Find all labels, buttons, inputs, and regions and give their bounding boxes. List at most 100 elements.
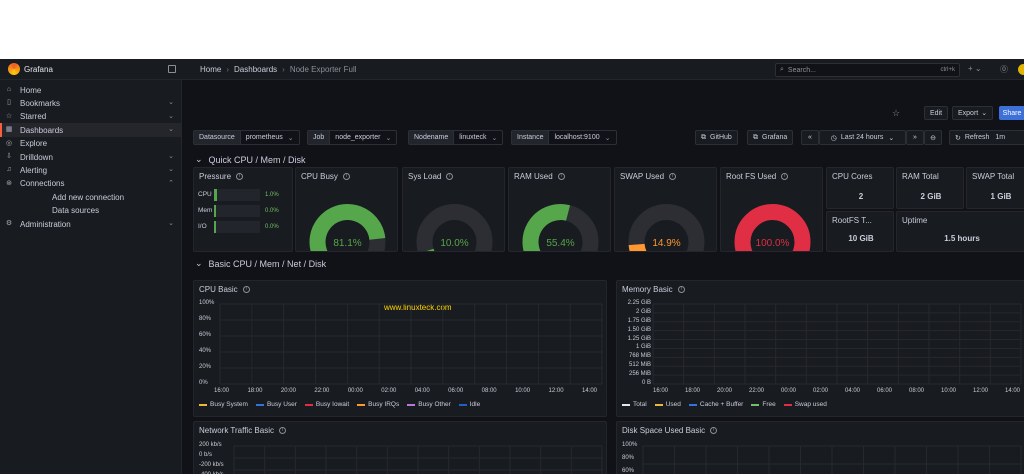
dock-menu-icon[interactable] [168,65,176,73]
plus-icon[interactable]: + ⌄ [968,64,982,73]
legend-label: Idle [469,401,481,408]
sidebar-item-data-sources[interactable]: Data sources [0,204,182,218]
pressure-row: Mem 0.0% [198,204,290,217]
time-forward-button[interactable]: » [906,130,924,145]
grafana-link[interactable]: ⧉ Grafana [747,130,794,145]
avatar[interactable] [1018,64,1024,75]
connections-icon: ⊛ [6,179,12,187]
info-icon[interactable]: i [446,173,454,180]
sidebar-item-drilldown[interactable]: ⇩ Drilldown ⌄ [0,150,182,164]
panel-title-text: CPU Basic [199,285,238,294]
dashboard-icon: ▦ [5,126,13,134]
x-tick-label: 02:00 [813,388,829,394]
legend-swatch [357,403,366,406]
panel-ram-total[interactable]: RAM Total 2 GiB [896,167,964,209]
stat-value: 1 GiB [990,192,1012,201]
time-back-button[interactable]: « [801,130,819,145]
legend-item[interactable]: Busy Iowait [304,401,349,408]
sidebar-item-explore[interactable]: ◎ Explore [0,137,182,151]
legend-item[interactable]: Swap used [783,401,827,408]
y-tick-label: 0 b/s [199,452,213,458]
panel-cpu-cores[interactable]: CPU Cores 2 [826,167,894,209]
sidebar-item-connections[interactable]: ⊛ Connections ⌃ [0,177,182,191]
y-tick-label: 1.50 GiB [627,326,651,333]
search-shortcut: ctrl+k [940,67,955,73]
var-nodename[interactable]: Nodename linuxteck ⌄ [408,130,504,145]
panel-gauge-ram-used[interactable]: RAM Used i 55.4% [508,167,611,252]
row-basic[interactable]: ⌄ Basic CPU / Mem / Net / Disk [195,258,326,269]
legend-item[interactable]: Busy User [255,401,297,408]
info-icon[interactable]: i [342,173,350,180]
panel-network-basic[interactable]: Network Traffic Basic i 200 kb/s 0 b/s -200… [193,421,607,474]
sidebar-item-dashboards[interactable]: ▦ Dashboards ⌄ [0,123,182,138]
panel-gauge-cpu-busy[interactable]: CPU Busy i 81.1% [295,167,398,252]
var-datasource[interactable]: Datasource prometheus ⌄ [193,130,300,145]
panel-title-text: RAM Used [514,172,553,181]
legend-item[interactable]: Cache + Buffer [688,401,743,408]
sidebar-item-add-new-connection[interactable]: Add new connection [0,190,182,204]
chevron-up-icon: ⌃ [168,179,174,187]
chevron-down-icon: ⌄ [888,134,895,142]
sidebar-item-home[interactable]: ⌂ Home [0,83,182,97]
star-icon[interactable]: ☆ [892,108,901,118]
panel-disk-basic[interactable]: Disk Space Used Basic i 100% 80% 60% [616,421,1024,474]
panel-title: Memory Basic i [622,285,685,294]
panel-cpu-basic[interactable]: CPU Basic i www.linuxteck.com 100% 80% 60% 4… [193,280,607,417]
legend-item[interactable]: Idle [458,401,481,408]
zoom-out-button[interactable]: ⊖ [924,130,942,145]
memory-basic-legend: Total Used Cache + Buffer Free Swap used [622,401,827,408]
var-value: localhost:9100 [554,134,600,141]
legend-label: Busy IRQs [368,401,400,408]
info-icon[interactable]: i [781,173,789,180]
edit-button[interactable]: Edit [924,106,949,120]
github-link[interactable]: ⧉ GitHub [695,130,738,145]
info-icon[interactable]: i [557,173,565,180]
sidebar-item-starred[interactable]: ☆ Starred ⌄ [0,110,182,124]
stat-value: 1.5 hours [944,234,980,243]
legend-item[interactable]: Free [751,401,776,408]
sidebar-item-bookmarks[interactable]: ▯ Bookmarks ⌄ [0,96,182,110]
share-button[interactable]: Share [999,106,1024,120]
var-job[interactable]: Job node_exporter ⌄ [307,130,398,145]
y-tick-label: 40% [199,348,212,354]
var-instance[interactable]: Instance localhost:9100 ⌄ [511,130,617,145]
export-button[interactable]: Export ⌄ [952,106,994,120]
panel-gauge-sys-load[interactable]: Sys Load i 10.0% [402,167,505,252]
help-icon[interactable]: ⓪ [1000,65,1008,74]
panel-title: RootFS T... [832,216,872,225]
breadcrumb-home[interactable]: Home [200,65,222,74]
info-icon[interactable]: i [242,286,250,293]
legend-item[interactable]: Busy System [199,401,248,408]
sidebar-item-administration[interactable]: ⚙ Administration ⌄ [0,217,182,231]
refresh-button[interactable]: ↻ Refresh 1m [949,130,1024,145]
info-icon[interactable]: i [278,427,286,434]
panel-memory-basic[interactable]: Memory Basic i 2.25 GiB 2 GiB 1.75 GiB 1.50 … [616,280,1024,417]
panel-rootfs-total[interactable]: RootFS T... 10 GiB [826,211,894,252]
search-icon: ⌕ [780,66,784,73]
search-input[interactable]: ⌕ Search... ctrl+k [775,63,960,77]
panel-uptime[interactable]: Uptime 1.5 hours [896,211,1024,252]
legend-item[interactable]: Total [622,401,647,408]
time-range-picker[interactable]: ◷ Last 24 hours ⌄ [819,130,906,145]
legend-label: Used [665,401,681,408]
legend-item[interactable]: Busy Other [407,401,451,408]
brand[interactable]: Grafana [0,59,182,80]
breadcrumb-current: Node Exporter Full [289,65,357,74]
info-icon[interactable]: i [236,173,244,180]
legend-label: Busy User [266,401,297,408]
panel-gauge-swap-used[interactable]: SWAP Used i 14.9% [614,167,717,252]
app-name: Grafana [24,65,53,74]
sidebar-item-alerting[interactable]: ♫ Alerting ⌄ [0,163,182,177]
legend-item[interactable]: Used [654,401,681,408]
breadcrumb-dashboards[interactable]: Dashboards [234,65,278,74]
legend-item[interactable]: Busy IRQs [357,401,399,408]
panel-swap-total[interactable]: SWAP Total 1 GiB [966,167,1024,209]
legend-swatch [622,403,630,406]
info-icon[interactable]: i [669,173,677,180]
panel-pressure[interactable]: Pressure i CPU 1.0% Mem 0.0% I/O 0.0% [193,167,293,252]
panel-gauge-root-fs-used[interactable]: Root FS Used i 100.0% [720,167,823,252]
info-icon[interactable]: i [677,286,685,293]
row-quick[interactable]: ⌄ Quick CPU / Mem / Disk [195,154,306,165]
info-icon[interactable]: i [710,427,718,434]
sidebar-item-label: Alerting [20,165,48,175]
